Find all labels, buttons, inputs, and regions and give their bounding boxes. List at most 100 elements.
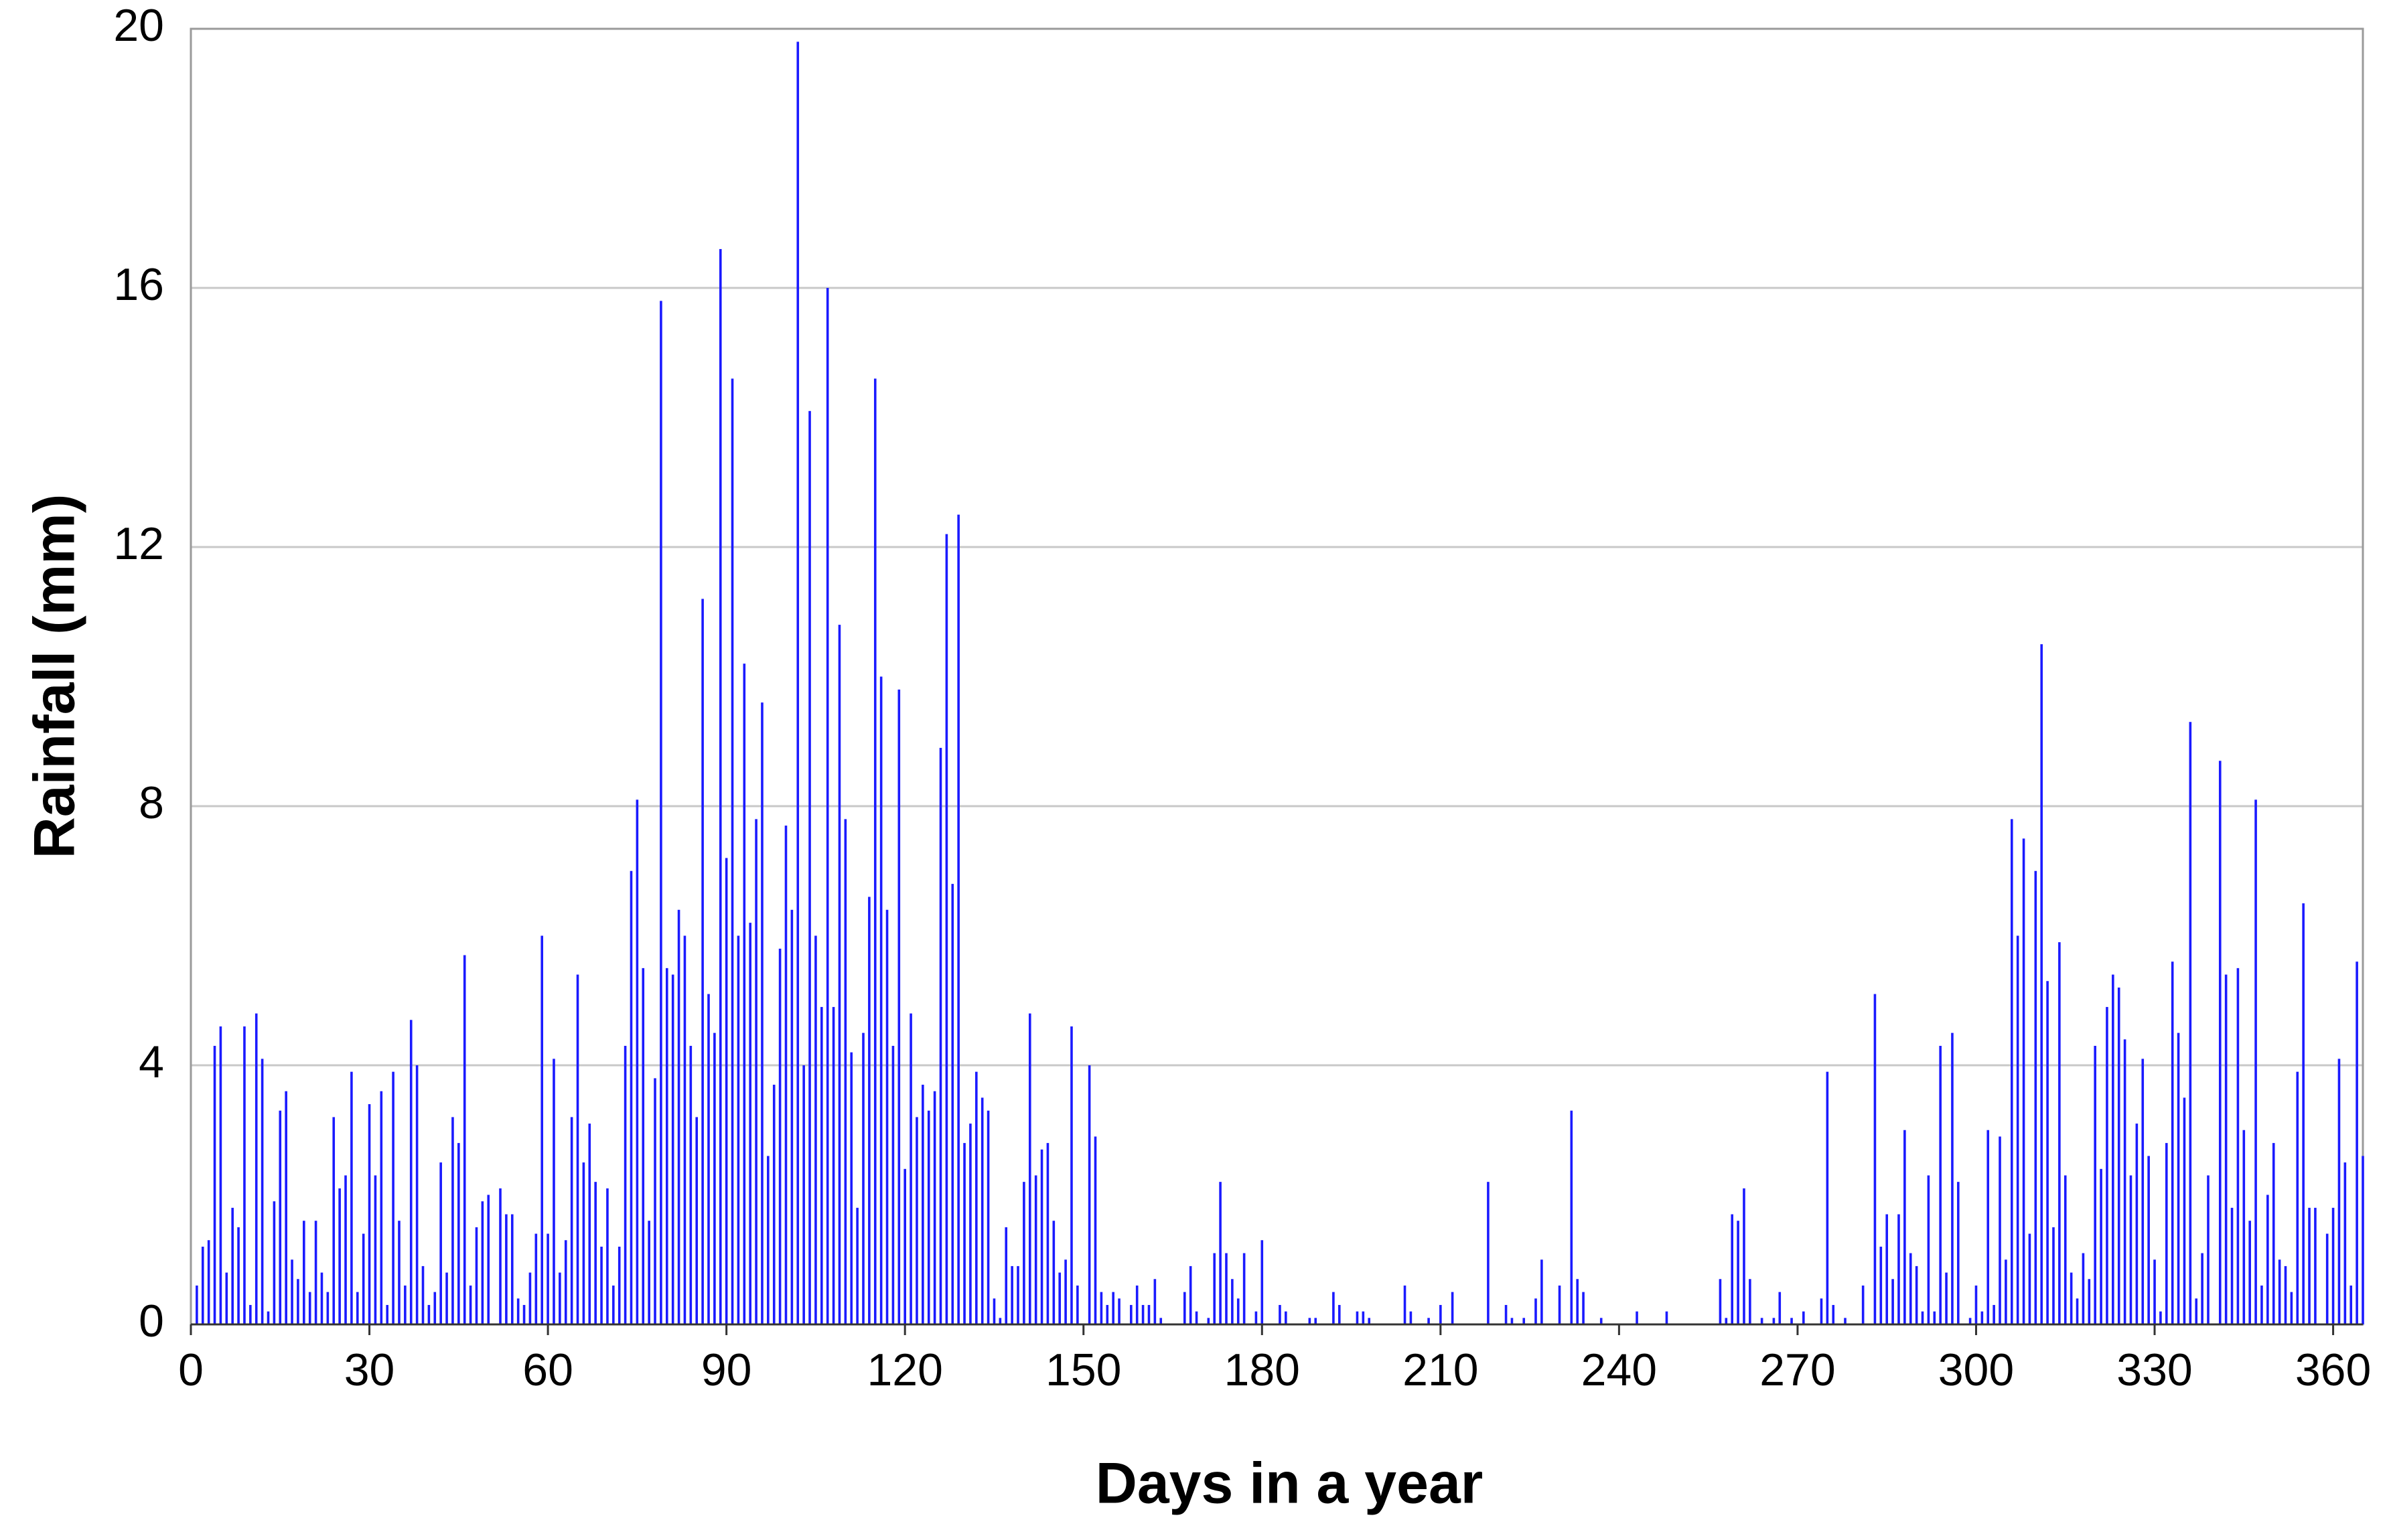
bar <box>1665 1311 1668 1324</box>
bar <box>1023 1182 1025 1324</box>
bar <box>463 955 466 1324</box>
bar <box>528 1272 532 1324</box>
bar <box>540 935 544 1324</box>
bar <box>350 1071 353 1324</box>
bar <box>2356 961 2358 1324</box>
bar <box>630 870 633 1324</box>
y-tick-label: 20 <box>113 0 164 51</box>
bar <box>1207 1318 1210 1324</box>
bar <box>1903 1130 1906 1324</box>
bar <box>308 1292 311 1324</box>
bar <box>1731 1214 1733 1324</box>
bar <box>475 1227 478 1324</box>
bar <box>933 1091 936 1324</box>
bar <box>951 884 954 1324</box>
x-tick-label: 330 <box>2116 1344 2192 1395</box>
bar <box>922 1085 924 1324</box>
bar <box>2230 1207 2234 1324</box>
bar <box>969 1124 972 1324</box>
bar <box>1100 1292 1103 1324</box>
bar <box>2016 935 2019 1324</box>
bar <box>1927 1175 1930 1324</box>
bar <box>2153 1259 2156 1324</box>
x-tick-label: 210 <box>1402 1344 1478 1395</box>
bar <box>2094 1045 2096 1324</box>
bar <box>814 935 817 1324</box>
bar <box>1999 1136 2001 1324</box>
bar <box>2141 1059 2145 1324</box>
bar <box>737 935 740 1324</box>
bar <box>421 1265 425 1324</box>
bar <box>213 1045 216 1324</box>
bar <box>469 1285 472 1324</box>
bar <box>356 1292 359 1324</box>
x-tick-label: 60 <box>522 1344 573 1395</box>
y-axis-title: Rainfall (mm) <box>23 494 87 859</box>
bar <box>767 1156 770 1324</box>
bar <box>2117 987 2120 1324</box>
bar <box>1844 1318 1847 1324</box>
bar <box>1939 1045 1942 1324</box>
bar <box>1951 1032 1954 1324</box>
bar <box>2040 644 2043 1324</box>
bar <box>2207 1175 2210 1324</box>
bar <box>2290 1292 2293 1324</box>
bar <box>1147 1304 1151 1324</box>
bar <box>267 1311 270 1324</box>
bar <box>261 1059 264 1324</box>
bar <box>1980 1311 1984 1324</box>
bar <box>1558 1285 1561 1324</box>
bar <box>559 1272 561 1324</box>
bar <box>1737 1221 1739 1324</box>
bar <box>868 897 871 1324</box>
bar <box>231 1207 234 1324</box>
bar <box>320 1272 323 1324</box>
bar <box>1957 1182 1960 1324</box>
bar <box>1790 1318 1793 1324</box>
bar <box>713 1032 716 1324</box>
bar <box>993 1298 996 1324</box>
bar <box>1522 1318 1526 1324</box>
bar <box>1570 1110 1573 1324</box>
bar <box>1076 1285 1079 1324</box>
bar <box>624 1045 627 1324</box>
bar <box>1778 1292 1782 1324</box>
bar <box>273 1201 276 1324</box>
bar <box>255 1013 258 1324</box>
bar <box>761 702 764 1324</box>
bar <box>1636 1311 1638 1324</box>
bar <box>1242 1253 1246 1324</box>
bar <box>2064 1175 2067 1324</box>
bar <box>303 1221 305 1324</box>
bar <box>1189 1265 1192 1324</box>
bar <box>2034 870 2037 1324</box>
bar <box>927 1110 930 1324</box>
bar <box>910 1013 912 1324</box>
bar <box>285 1091 287 1324</box>
y-tick-label: 12 <box>113 518 164 569</box>
bar <box>2010 819 2013 1324</box>
bar <box>374 1175 377 1324</box>
bar <box>201 1246 204 1324</box>
bar <box>1130 1304 1133 1324</box>
bar <box>689 1045 693 1324</box>
bar <box>654 1078 656 1324</box>
bar <box>2325 1233 2329 1324</box>
bar <box>2254 799 2257 1324</box>
bar <box>2195 1298 2198 1324</box>
bar <box>1219 1182 1222 1324</box>
bar <box>439 1162 442 1324</box>
x-tick-label: 270 <box>1759 1344 1835 1395</box>
bar <box>510 1214 514 1324</box>
bar <box>1968 1318 1972 1324</box>
bar <box>386 1304 389 1324</box>
bar <box>297 1279 299 1324</box>
bar <box>856 1207 859 1324</box>
bar <box>522 1304 526 1324</box>
bar <box>2260 1285 2263 1324</box>
bar <box>987 1110 990 1324</box>
bar <box>2278 1259 2281 1324</box>
bar <box>279 1110 282 1324</box>
bar <box>2028 1233 2031 1324</box>
bar <box>1409 1311 1413 1324</box>
